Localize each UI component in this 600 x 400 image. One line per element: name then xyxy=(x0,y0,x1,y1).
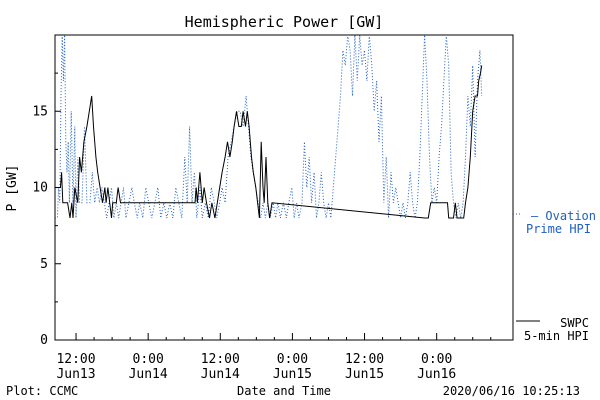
legend-swpc: SWPC 5-min HPI xyxy=(516,316,589,343)
y-axis: 0 5 10 15 xyxy=(32,72,61,348)
legend-ovation: — Ovation Prime HPI xyxy=(513,209,596,236)
legend-swpc-line1: SWPC xyxy=(560,316,589,330)
x-tick-label-date: Jun15 xyxy=(273,367,312,382)
y-axis-label: P [GW] xyxy=(5,165,20,212)
x-tick-label-time: 0:00 xyxy=(277,352,308,367)
x-tick-label-time: 12:00 xyxy=(345,352,384,367)
x-tick-label-date: Jun15 xyxy=(345,367,384,382)
legend-swpc-line2: 5-min HPI xyxy=(524,329,589,343)
x-tick-label-date: Jun14 xyxy=(201,367,240,382)
x-tick-label-time: 0:00 xyxy=(133,352,164,367)
legend-ovation-line2: Prime HPI xyxy=(526,222,591,236)
x-tick-label-time: 12:00 xyxy=(56,352,95,367)
x-axis: 12:00Jun130:00Jun1412:00Jun140:00Jun1512… xyxy=(56,333,492,382)
legend-ovation-line1: — Ovation xyxy=(531,209,596,223)
y-tick-label: 0 xyxy=(40,333,48,348)
y-tick-label: 10 xyxy=(32,181,48,196)
plot-timestamp: 2020/06/16 10:25:13 xyxy=(443,384,580,398)
x-tick-label-date: Jun13 xyxy=(56,367,95,382)
y-tick-label: 5 xyxy=(40,257,48,272)
plot-frame xyxy=(54,34,514,341)
series-swpc-line xyxy=(55,65,483,219)
x-tick-label-date: Jun14 xyxy=(129,367,168,382)
plot-credit: Plot: CCMC xyxy=(6,384,78,398)
chart-title: Hemispheric Power [GW] xyxy=(185,13,384,31)
x-tick-label-time: 0:00 xyxy=(421,352,452,367)
series-layer xyxy=(55,35,483,219)
x-axis-label: Date and Time xyxy=(237,384,331,398)
x-tick-label-time: 12:00 xyxy=(201,352,240,367)
y-tick-label: 15 xyxy=(32,104,48,119)
x-tick-label-date: Jun16 xyxy=(417,367,456,382)
